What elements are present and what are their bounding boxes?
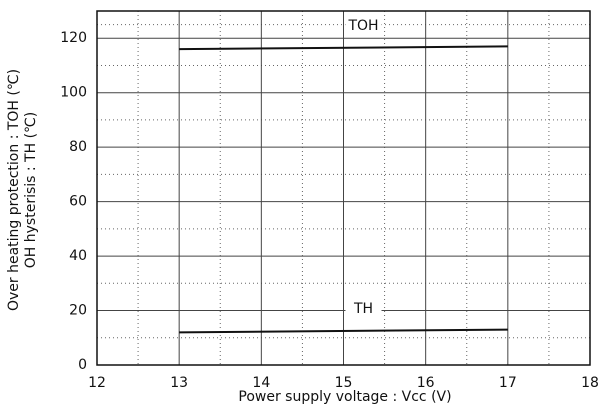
series-label: TH <box>353 301 373 317</box>
x-tick-label: 13 <box>170 375 188 391</box>
y-tick-label: 60 <box>69 194 87 210</box>
series-label: TOH <box>347 18 378 34</box>
y-axis-label: OH hysterisis : TH (℃) <box>23 112 39 268</box>
y-tick-label: 120 <box>60 30 87 46</box>
y-tick-label: 100 <box>60 85 87 101</box>
y-tick-label: 40 <box>69 248 87 264</box>
series-line <box>179 45 508 51</box>
series-line <box>179 328 508 334</box>
series-label-bg <box>345 16 382 35</box>
y-tick-label: 0 <box>78 357 87 373</box>
x-tick-label: 15 <box>335 375 353 391</box>
x-tick-label: 12 <box>88 375 106 391</box>
x-tick-label: 17 <box>499 375 517 391</box>
y-axis-label: Over heating protection : TOH (℃) <box>6 69 22 311</box>
x-axis-label: Power supply voltage : Vcc (V) <box>238 389 451 405</box>
y-tick-label: 80 <box>69 139 87 155</box>
series-label-bg <box>345 299 382 318</box>
plot-frame <box>96 10 591 366</box>
x-tick-label: 18 <box>581 375 599 391</box>
y-tick-label: 20 <box>69 303 87 319</box>
x-tick-label: 14 <box>252 375 270 391</box>
x-tick-label: 16 <box>417 375 435 391</box>
